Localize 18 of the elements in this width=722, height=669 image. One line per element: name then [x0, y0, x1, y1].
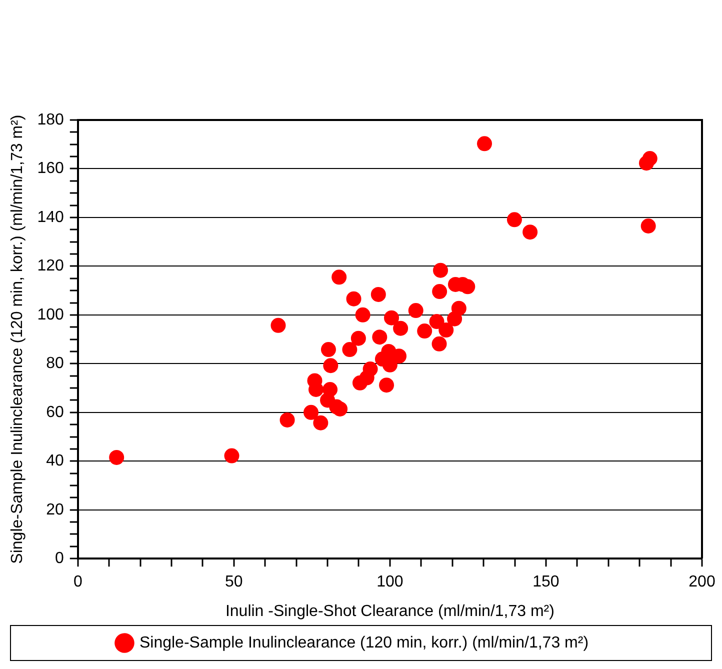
y-tick-label: 60: [46, 404, 64, 421]
x-tick-label: 0: [73, 574, 82, 591]
legend-label: Single-Sample Inulinclearance (120 min, korr.) (ml/min/1,73 m²): [139, 634, 589, 652]
y-axis-title: Single-Sample Inulinclearance (120 min, korr.) (ml/min/1,73 m²): [9, 114, 26, 564]
y-tick-label: 20: [46, 501, 64, 518]
x-tick-label: 100: [376, 574, 404, 591]
y-tick-label: 120: [37, 258, 64, 275]
y-tick-label: 100: [37, 306, 64, 324]
y-tick-label: 0: [54, 550, 64, 568]
y-tick-label: 160: [37, 160, 64, 178]
x-tick-label: 50: [225, 574, 243, 591]
x-tick-label: 200: [688, 574, 716, 591]
y-tick-label: 80: [46, 355, 64, 372]
y-tick-label: 140: [37, 208, 64, 226]
x-tick-label: 150: [532, 574, 560, 591]
y-tick-label: 180: [37, 111, 64, 128]
x-axis-title: Inulin -Single-Shot Clearance (ml/min/1,73 m²): [225, 602, 554, 620]
y-tick-label: 40: [46, 452, 64, 470]
